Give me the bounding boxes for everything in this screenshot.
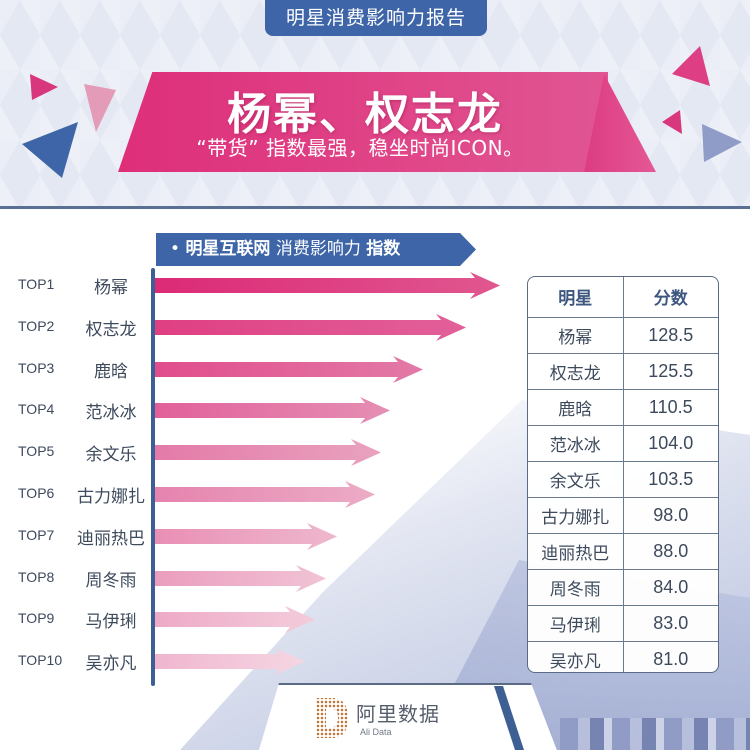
star-name: 古力娜扎 — [77, 487, 145, 507]
header-divider — [0, 206, 750, 209]
rank-label: TOP7 — [18, 526, 55, 543]
rank-label: TOP4 — [18, 401, 55, 418]
bar-arrow-icon — [155, 481, 375, 508]
chart-row: TOP9 马伊琍 — [0, 600, 520, 640]
table-row: 周冬雨 84.0 — [528, 569, 718, 606]
star-name: 周冬雨 — [85, 570, 137, 591]
triangle-decoration-icon — [662, 110, 682, 134]
blurred-watermark — [560, 718, 750, 750]
rank-label: TOP3 — [18, 359, 55, 376]
headline-banner — [118, 72, 608, 172]
rank-label: TOP2 — [18, 317, 55, 334]
star-name: 鹿晗 — [94, 361, 128, 382]
chart-row: TOP8 周冬雨 — [0, 559, 520, 599]
triangle-decoration-icon — [84, 84, 116, 132]
table-header-score: 分数 — [623, 277, 718, 318]
bar-arrow-icon — [155, 355, 423, 383]
star-name: 马伊琍 — [85, 612, 137, 633]
bar-arrow-icon — [155, 606, 315, 634]
table-row: 杨幂 128.5 — [528, 317, 718, 354]
chart-row: TOP6 古力娜扎 — [0, 475, 520, 515]
bar-arrow-icon — [155, 313, 466, 341]
chart-row: TOP4 范冰冰 — [0, 391, 520, 431]
table-cell-score: 125.5 — [623, 353, 718, 390]
table-cell-star: 鹿晗 — [528, 389, 624, 426]
bar-arrow-icon — [155, 648, 305, 676]
chart-row: TOP1 杨幂 — [0, 266, 520, 306]
star-name: 吴亦凡 — [85, 654, 137, 675]
bar-arrow-icon — [155, 272, 500, 299]
report-tag: 明星消费影响力报告 — [265, 0, 487, 36]
table-cell-score: 98.0 — [623, 497, 718, 534]
table-cell-star: 杨幂 — [528, 317, 624, 354]
bar-arrow-icon — [155, 439, 381, 467]
chart-row: TOP7 迪丽热巴 — [0, 517, 520, 557]
table-cell-score: 83.0 — [623, 605, 718, 642]
star-name: 权志龙 — [85, 319, 137, 340]
triangle-decoration-icon — [30, 74, 58, 100]
bar-arrow-icon — [155, 522, 337, 550]
triangle-decoration-icon — [672, 46, 710, 86]
logo-text-cn: 阿里数据 — [356, 702, 440, 726]
table-row: 余文乐 103.5 — [528, 461, 718, 498]
table-cell-score: 104.0 — [623, 425, 718, 462]
headline-title: 杨幂、权志龙 — [227, 89, 503, 140]
table-row: 鹿晗 110.5 — [528, 389, 718, 426]
table-cell-score: 81.0 — [653, 648, 689, 669]
table-cell-star: 余文乐 — [528, 461, 624, 498]
star-name: 范冰冰 — [85, 403, 137, 424]
table-cell-score: 128.5 — [623, 317, 718, 354]
rank-label: TOP8 — [18, 568, 55, 585]
logo-text-en: Ali Data — [360, 727, 392, 737]
chart-axis-line — [151, 268, 155, 686]
table-row: 迪丽热巴 88.0 — [528, 533, 718, 570]
table-cell-score: 84.0 — [623, 569, 718, 606]
chart-title-thin: 消费影响力 — [275, 239, 361, 259]
table-cell-star: 周冬雨 — [528, 569, 624, 606]
table-cell-star: 古力娜扎 — [528, 497, 624, 534]
table-row: 权志龙 125.5 — [528, 353, 718, 390]
table-cell-star: 范冰冰 — [528, 425, 624, 462]
rank-label: TOP10 — [18, 652, 63, 669]
chart-title: • 明星互联网 消费影响力 指数 — [156, 233, 476, 266]
rank-label: TOP1 — [18, 276, 55, 292]
star-name: 迪丽热巴 — [77, 528, 145, 549]
table-cell-star: 迪丽热巴 — [528, 533, 624, 570]
table-header-row: 明星 分数 — [528, 277, 718, 318]
score-table: 明星 分数 杨幂 128.5 权志龙 125.5 鹿晗 110.5 范冰冰 104.0 余文乐 1… — [527, 276, 719, 673]
rank-label: TOP6 — [18, 485, 55, 501]
star-name: 杨幂 — [94, 278, 128, 298]
table-row: 古力娜扎 98.0 — [528, 497, 718, 534]
triangle-decoration-icon — [702, 124, 742, 162]
triangle-decoration-icon — [22, 122, 78, 178]
chart-title-bold-1: 明星互联网 — [185, 239, 271, 259]
rank-label: TOP9 — [18, 610, 55, 627]
bar-arrow-icon — [155, 564, 326, 592]
chart-row: TOP10 吴亦凡 — [0, 642, 520, 682]
table-header-star: 明星 — [528, 277, 624, 318]
chart-row: TOP2 权志龙 — [0, 308, 520, 348]
table-cell-score: 103.5 — [623, 461, 718, 498]
chart-title-bold-2: 指数 — [366, 239, 401, 259]
table-cell-score: 110.5 — [623, 389, 718, 426]
bar-arrow-icon — [155, 397, 390, 425]
rank-label: TOP5 — [18, 443, 55, 460]
chart-title-bullet: • — [170, 239, 181, 259]
table-row: 吴亦凡 81.0 — [528, 641, 718, 672]
table-cell-star: 权志龙 — [528, 353, 624, 390]
table-cell-score: 88.0 — [623, 533, 718, 570]
chart-row: TOP5 余文乐 — [0, 433, 520, 473]
headline-subtitle: “带货” 指数最强，稳坐时尚ICON。 — [196, 136, 524, 160]
chart-row: TOP3 鹿晗 — [0, 350, 520, 390]
table-cell-star: 吴亦凡 — [528, 641, 624, 672]
star-name: 余文乐 — [85, 445, 137, 466]
table-row: 范冰冰 104.0 — [528, 425, 718, 462]
table-cell-star: 马伊琍 — [528, 605, 624, 642]
table-row: 马伊琍 83.0 — [528, 605, 718, 642]
